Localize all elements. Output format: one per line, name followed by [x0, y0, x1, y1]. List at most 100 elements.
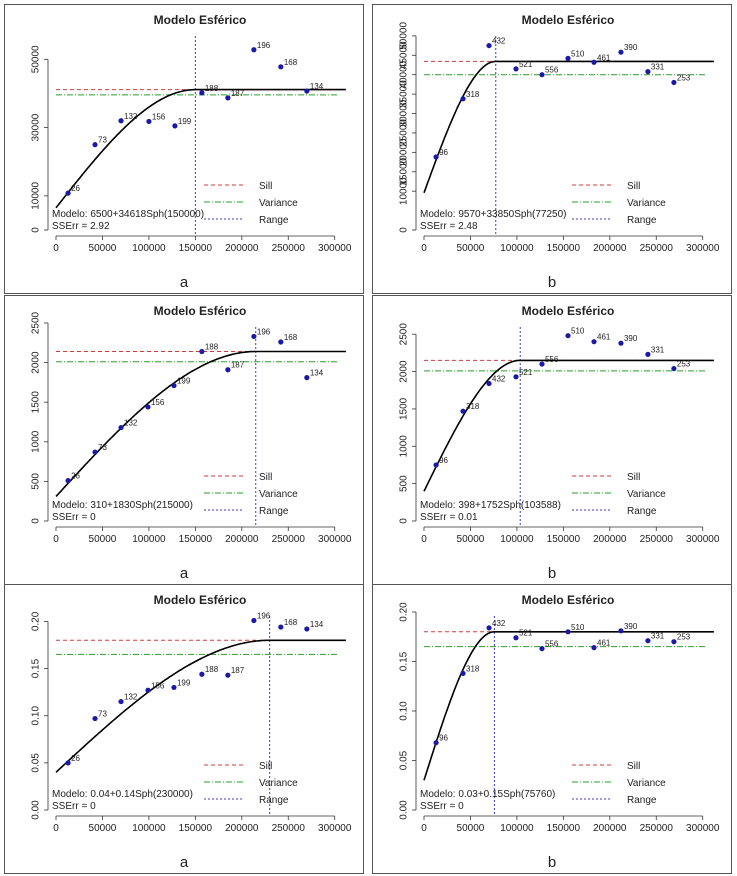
axes: 0 50000 100000 150000 200000 250000 300000 0 100… — [31, 45, 352, 254]
data-point — [513, 66, 519, 72]
point-label: 318 — [466, 90, 480, 99]
data-point — [460, 408, 466, 414]
data-point — [199, 90, 205, 96]
point-label: 510 — [571, 623, 585, 632]
point-label: 390 — [624, 334, 638, 343]
point-label: 253 — [677, 360, 691, 369]
point-label: 132 — [124, 693, 138, 702]
data-point — [513, 635, 519, 641]
legend-sill-label: Sill — [627, 472, 640, 483]
y-tick-label: 10000 — [31, 182, 42, 210]
data-point — [199, 348, 205, 355]
legend-range-label: Range — [259, 795, 289, 806]
data-point — [513, 374, 519, 380]
y-tick-label: 10000 — [399, 177, 410, 205]
data-point — [671, 79, 677, 86]
y-tick-label: 20000 — [399, 138, 410, 166]
y-tick-label: 45000 — [399, 41, 410, 69]
y-tick-label: 0 — [31, 518, 42, 524]
axes: 0 50000 100000 150000 200000 250000 300000 0 500… — [399, 323, 720, 545]
data-point — [539, 361, 545, 367]
y-tick-label: 500 — [399, 475, 410, 492]
point-label: 156 — [151, 398, 165, 407]
legend-sill-label: Sill — [627, 181, 640, 192]
legend-range-label: Range — [259, 215, 289, 226]
point-label: 132 — [124, 419, 138, 428]
point-label: 432 — [492, 375, 506, 384]
sserr-value: SSErr = 0 — [52, 801, 96, 812]
sserr-value: SSErr = 0.01 — [420, 512, 478, 523]
x-tick-label: 0 — [421, 243, 427, 254]
legend: Sill Variance Range — [204, 472, 298, 517]
data-point — [225, 95, 231, 101]
panel-caption: a — [180, 274, 189, 291]
point-label: 156 — [151, 681, 165, 690]
model-formula: Modelo: 6500+34618Sph(150000) — [52, 209, 204, 220]
sserr-value: SSErr = 2.48 — [420, 221, 478, 232]
point-label: 168 — [284, 333, 298, 342]
point-label: 510 — [571, 327, 585, 336]
legend: Sill Variance Range — [572, 472, 666, 517]
x-tick-label: 300000 — [318, 823, 352, 834]
x-tick-label: 250000 — [640, 534, 674, 545]
data-point — [565, 333, 571, 339]
data-point — [460, 670, 466, 676]
chart-panel: Modelo Esférico 0 50000 100000 150000 200000 2… — [4, 4, 364, 294]
x-tick-label: 300000 — [318, 243, 352, 254]
point-label: 26 — [71, 754, 80, 763]
y-tick-label: 0.05 — [31, 753, 42, 773]
axes: 0 50000 100000 150000 200000 250000 300000 0.00… — [399, 602, 720, 834]
data-point — [145, 404, 151, 410]
legend: Sill Variance Range — [204, 761, 298, 806]
x-tick-label: 250000 — [640, 823, 674, 834]
data-point — [251, 47, 257, 53]
data-point — [65, 478, 71, 484]
data-point — [171, 382, 177, 389]
model-formula: Modelo: 9570+33850Sph(77250) — [420, 209, 567, 220]
point-label: 187 — [231, 89, 245, 98]
data-point — [486, 380, 492, 387]
panel-caption: a — [180, 565, 189, 582]
legend-variance-label: Variance — [627, 489, 666, 500]
x-tick-label: 0 — [53, 243, 59, 254]
y-tick-label: 2000 — [399, 360, 410, 383]
x-tick-label: 100000 — [132, 534, 166, 545]
x-tick-label: 200000 — [225, 534, 259, 545]
model-formula: Modelo: 0.03+0.15Sph(75760) — [420, 789, 555, 800]
x-tick-label: 150000 — [179, 823, 213, 834]
y-tick-label: 2000 — [31, 351, 42, 374]
chart-title: Modelo Esférico — [154, 593, 247, 607]
point-label: 96 — [439, 734, 448, 743]
data-point — [486, 42, 492, 49]
data-point — [92, 449, 98, 455]
panel-frame — [372, 295, 732, 585]
y-tick-label: 15000 — [399, 157, 410, 185]
chart-title: Modelo Esférico — [522, 304, 615, 318]
x-tick-label: 150000 — [547, 823, 581, 834]
point-label: 199 — [177, 678, 191, 687]
x-tick-label: 0 — [421, 534, 427, 545]
data-point — [591, 339, 597, 345]
x-tick-label: 50000 — [89, 534, 117, 545]
x-tick-label: 150000 — [179, 534, 213, 545]
x-tick-label: 0 — [421, 823, 427, 834]
point-label: 96 — [439, 456, 448, 465]
point-label: 461 — [597, 639, 611, 648]
data-point — [225, 367, 231, 373]
y-tick-label: 0.00 — [31, 800, 42, 820]
point-label: 26 — [71, 472, 80, 481]
data-point — [645, 638, 651, 644]
legend-variance-label: Variance — [627, 778, 666, 789]
x-tick-label: 50000 — [457, 534, 485, 545]
data-point — [65, 190, 71, 196]
data-point — [591, 645, 597, 651]
legend-sill-label: Sill — [259, 181, 272, 192]
point-label: 331 — [651, 63, 665, 72]
point-label: 461 — [597, 53, 611, 62]
x-tick-label: 50000 — [89, 823, 117, 834]
point-label: 318 — [466, 664, 480, 673]
